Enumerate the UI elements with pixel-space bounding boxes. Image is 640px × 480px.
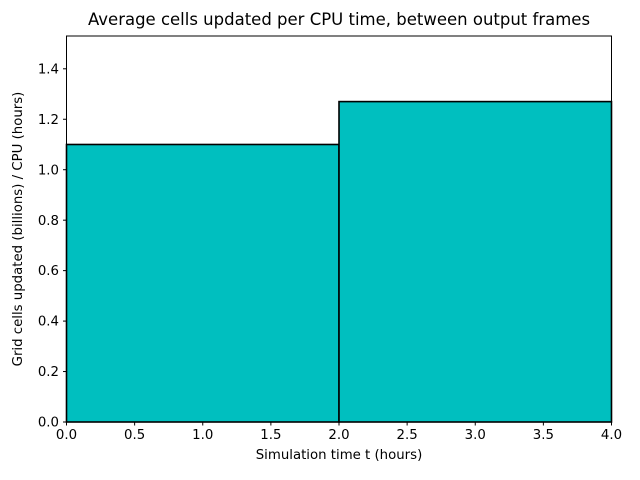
x-tick-label: 0.0 xyxy=(56,428,77,443)
y-tick-label: 0.2 xyxy=(38,365,59,380)
x-tick-label: 2.0 xyxy=(328,428,349,443)
x-tick-label: 2.5 xyxy=(397,428,418,443)
x-tick-label: 4.0 xyxy=(601,428,622,443)
x-axis-label: Simulation time t (hours) xyxy=(256,448,423,463)
y-tick-label: 0.4 xyxy=(38,315,59,330)
histogram-bar xyxy=(65,143,340,423)
y-tick-label: 0.6 xyxy=(38,264,59,279)
plot-area: 0.0 0.5 1.0 1.5 2.0 2.5 3.0 3.5 4.0 0.0 0.2 0.4 0.6 0… xyxy=(38,35,622,443)
x-tick-label: 0.5 xyxy=(124,428,145,443)
x-tick-label: 1.5 xyxy=(260,428,281,443)
y-tick-label: 1.2 xyxy=(38,113,59,128)
y-tick-label: 0.8 xyxy=(38,214,59,229)
y-tick-label: 0.0 xyxy=(38,416,59,431)
histogram-bar xyxy=(338,100,613,423)
y-tick-label: 1.4 xyxy=(38,62,59,77)
y-axis-label: Grid cells updated (billions) / CPU (hou… xyxy=(11,92,26,367)
y-tick-label: 1.0 xyxy=(38,163,59,178)
chart-title: Average cells updated per CPU time, betw… xyxy=(88,10,590,29)
x-tick-label: 3.0 xyxy=(465,428,486,443)
x-tick-label: 3.5 xyxy=(533,428,554,443)
x-tick-label: 1.0 xyxy=(192,428,213,443)
